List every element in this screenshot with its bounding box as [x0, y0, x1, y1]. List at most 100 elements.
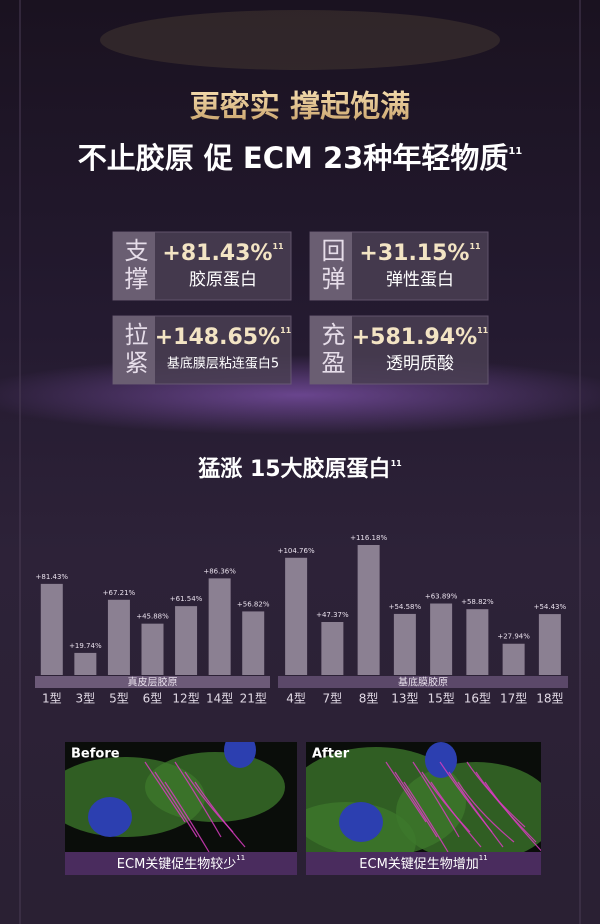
image-caption-main: ECM关键促生物增加	[359, 857, 479, 872]
value-label: +61.54%	[170, 595, 203, 603]
value-label: +27.94%	[497, 633, 530, 641]
caption-bar	[65, 852, 297, 875]
stat-tag-box	[113, 232, 155, 300]
footnote: 11	[280, 326, 292, 335]
fiber	[194, 781, 246, 848]
fiber	[457, 781, 515, 843]
x-tick-label: 3型	[76, 692, 96, 706]
bar	[40, 583, 63, 675]
value-label: +86.36%	[203, 567, 236, 575]
x-tick-label: 12型	[172, 692, 199, 706]
bar	[74, 652, 97, 675]
fiber	[403, 781, 449, 853]
bar	[285, 557, 308, 675]
bar	[502, 643, 525, 675]
bar	[538, 614, 561, 675]
stat-label: 透明质酸	[386, 354, 454, 374]
value-label: +67.21%	[103, 589, 136, 597]
stat-value-main: +81.43%	[162, 241, 272, 266]
stat-value: +148.65%11	[155, 325, 292, 350]
caption-bar	[306, 852, 541, 875]
subtitle-main: 不止胶原 促 ECM 23种年轻物质	[78, 141, 509, 175]
x-tick-label: 17型	[500, 692, 527, 706]
footnote: 11	[391, 458, 403, 467]
stat-tag-box	[310, 232, 352, 300]
x-tick-label: 14型	[206, 692, 233, 706]
value-label: +54.58%	[389, 603, 422, 611]
group-band	[278, 676, 568, 688]
stat-tag: 回弹	[317, 238, 345, 294]
value-label: +104.76%	[278, 547, 315, 555]
nucleus	[339, 802, 383, 842]
footnote: 11	[272, 242, 284, 251]
value-label: +58.82%	[461, 598, 494, 606]
stat-label: 基底膜层粘连蛋白5	[167, 356, 279, 372]
bar	[242, 611, 265, 675]
x-tick-label: 4型	[286, 692, 306, 706]
bar	[175, 606, 198, 675]
image-caption: ECM关键促生物较少11	[117, 854, 245, 872]
nucleus	[88, 797, 132, 837]
top-light	[100, 10, 500, 70]
value-label: +116.18%	[350, 534, 387, 542]
fiber	[484, 781, 541, 852]
fiber	[164, 781, 210, 853]
image-caption-main: ECM关键促生物较少	[117, 857, 237, 872]
value-label: +54.43%	[534, 603, 567, 611]
footnote: 11	[479, 854, 488, 862]
glow	[0, 355, 600, 435]
footnote: 11	[477, 326, 489, 335]
subtitle: 不止胶原 促 ECM 23种年轻物质11	[78, 141, 523, 175]
fiber	[430, 781, 482, 848]
group-band	[35, 676, 270, 688]
bar	[466, 609, 489, 675]
fiber	[394, 771, 438, 838]
fiber	[174, 761, 222, 838]
group-label: 基底膜胶原	[398, 676, 448, 689]
footnote: 11	[469, 242, 481, 251]
bar	[357, 545, 380, 675]
value-label: +19.74%	[69, 642, 102, 650]
value-label: +81.43%	[36, 573, 69, 581]
fiber	[154, 771, 198, 838]
value-label: +63.89%	[425, 593, 458, 601]
stat-value-main: +31.15%	[359, 241, 469, 266]
x-tick-label: 8型	[359, 692, 379, 706]
fiber	[412, 761, 460, 838]
stat-label: 弹性蛋白	[386, 270, 454, 290]
footnote: 11	[236, 854, 245, 862]
x-tick-label: 16型	[464, 692, 491, 706]
stat-value-main: +148.65%	[155, 325, 280, 350]
micrograph	[306, 742, 541, 875]
x-tick-label: 15型	[427, 692, 454, 706]
stat-tag-box	[310, 316, 352, 384]
footnote: 11	[508, 146, 522, 157]
stat-tag: 拉紧	[120, 322, 148, 378]
bar	[430, 603, 453, 675]
x-tick-label: 13型	[391, 692, 418, 706]
fiber	[385, 761, 427, 823]
value-label: +45.88%	[136, 613, 169, 621]
group-label: 真皮层胶原	[128, 676, 178, 689]
stat-tag-box	[113, 316, 155, 384]
value-label: +47.37%	[316, 611, 349, 619]
value-label: +56.82%	[237, 600, 270, 608]
bar	[393, 613, 416, 675]
bar	[321, 621, 344, 675]
bar	[208, 578, 231, 675]
nucleus	[425, 742, 457, 778]
x-tick-label: 5型	[109, 692, 129, 706]
nucleus	[224, 742, 256, 768]
bar	[107, 599, 130, 675]
x-tick-label: 6型	[143, 692, 163, 706]
stat-label: 胶原蛋白	[189, 270, 257, 290]
image-caption: ECM关键促生物增加11	[359, 854, 487, 872]
fiber	[144, 761, 186, 823]
x-tick-label: 21型	[240, 692, 267, 706]
section-title: 猛涨 15大胶原蛋白11	[197, 456, 402, 482]
x-tick-label: 1型	[42, 692, 62, 706]
stat-value: +581.94%11	[352, 325, 489, 350]
fiber	[448, 771, 504, 848]
